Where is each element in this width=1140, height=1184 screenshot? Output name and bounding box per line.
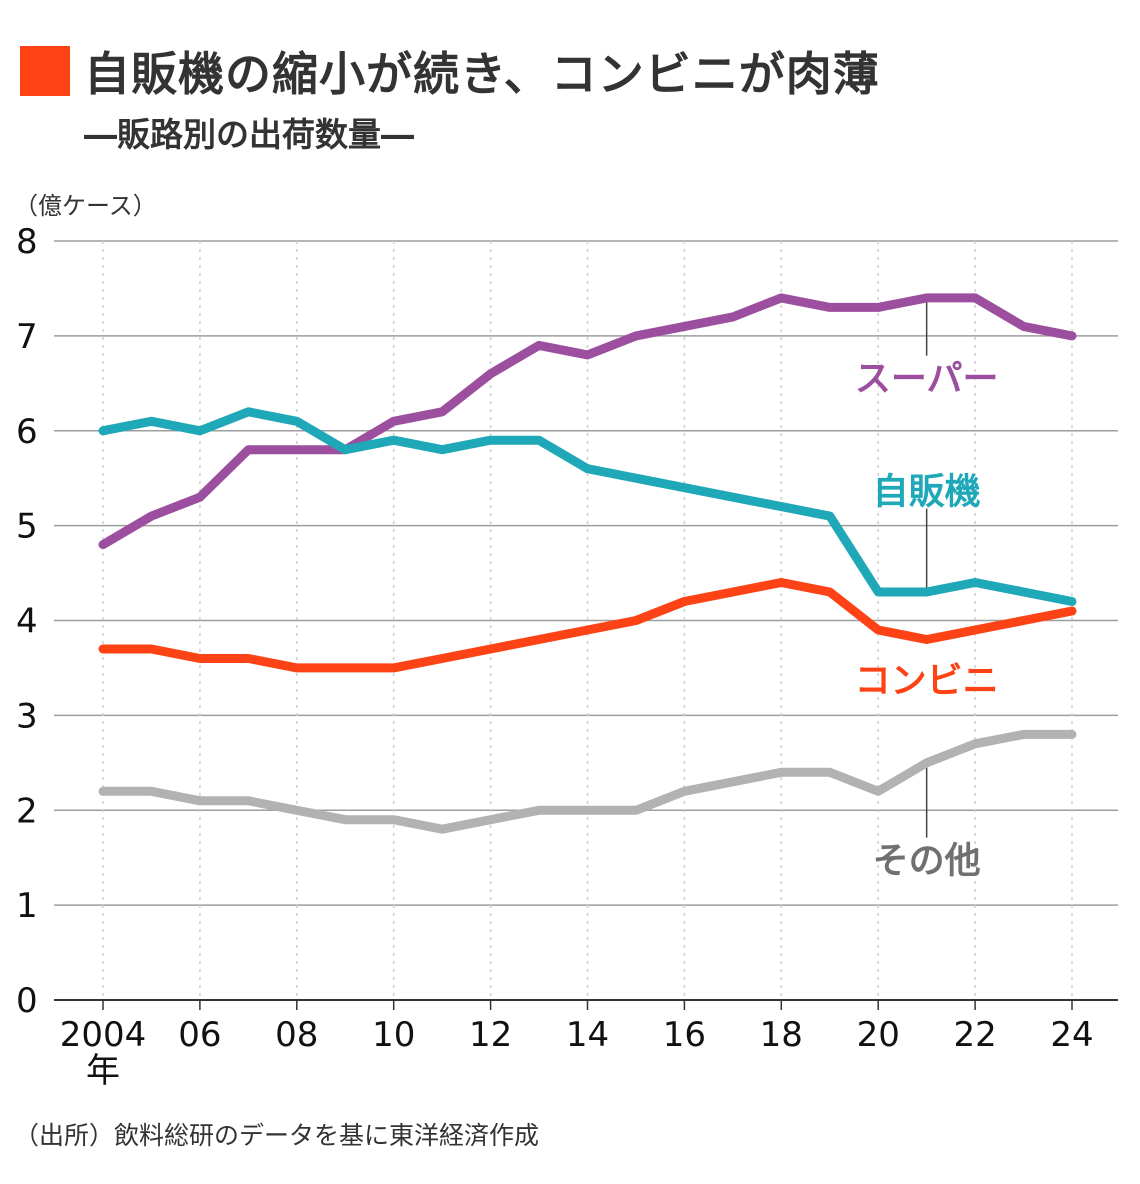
x-tick-label-14: 14 [566, 1015, 609, 1055]
title-accent-square [20, 46, 70, 96]
x-tick-label-24: 24 [1050, 1015, 1093, 1055]
y-tick-label-0: 0 [16, 981, 38, 1021]
x-tick-label-08: 08 [275, 1015, 318, 1055]
y-tick-label-3: 3 [16, 696, 38, 736]
series-line-スーパー [98, 293, 1077, 550]
title-block: 自販機の縮小が続き、コンビニが肉薄 [20, 38, 880, 104]
chart-title: 自販機の縮小が続き、コンビニが肉薄 [84, 47, 880, 101]
series-label-コンビニ: コンビニ [855, 660, 999, 701]
y-tick-label-1: 1 [16, 886, 38, 926]
source-note: （出所）飲料総研のデータを基に東洋経済作成 [14, 1121, 540, 1150]
y-tick-label-7: 7 [16, 317, 38, 357]
x-tick-label-10: 10 [372, 1015, 415, 1055]
x-tick-label-12: 12 [469, 1015, 512, 1055]
series-label-その他: その他 [873, 841, 981, 882]
y-tick-label-4: 4 [16, 602, 38, 642]
x-tick-label-06: 06 [178, 1015, 221, 1055]
y-tick-label-2: 2 [16, 791, 38, 831]
series-label-自販機: 自販機 [873, 472, 981, 513]
series-line-その他 [98, 729, 1077, 834]
chart-subtitle: ―販路別の出荷数量― [84, 115, 414, 154]
series-lines [98, 293, 1077, 834]
series-label-スーパー: スーパー [855, 359, 999, 400]
y-axis-unit-label: （億ケース） [14, 192, 157, 220]
y-tick-label-5: 5 [16, 507, 38, 547]
x-tick-sublabel: 年 [86, 1051, 120, 1091]
x-tick-label-18: 18 [760, 1015, 803, 1055]
x-tick-label-16: 16 [663, 1015, 706, 1055]
y-tick-label-6: 6 [16, 412, 38, 452]
y-tick-label-8: 8 [16, 222, 38, 262]
x-tick-label-22: 22 [953, 1015, 996, 1055]
x-tick-label-20: 20 [857, 1015, 900, 1055]
series-line-自販機 [98, 407, 1077, 606]
series-line-コンビニ [98, 578, 1077, 673]
x-tick-label-2004: 2004 [60, 1015, 147, 1055]
